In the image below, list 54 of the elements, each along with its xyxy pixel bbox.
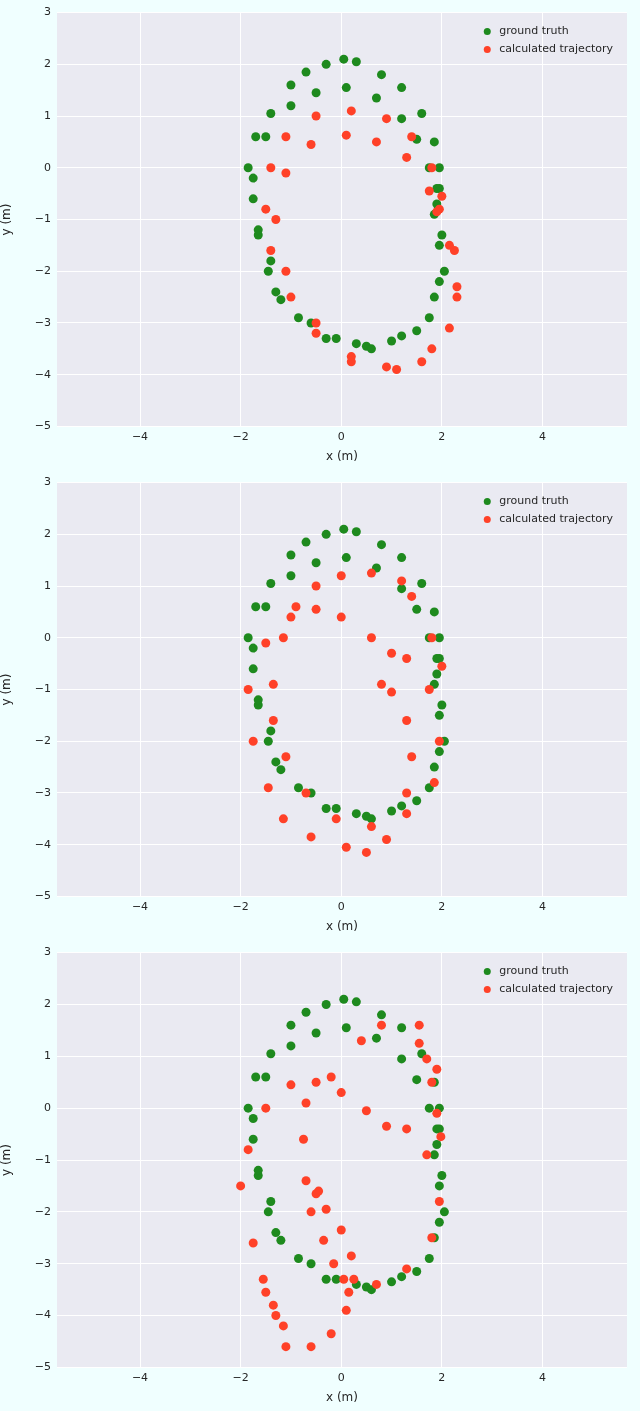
x-tick-label: 4	[538, 899, 546, 913]
legend-label: ground truth	[499, 964, 569, 978]
y-tick-label: −2	[34, 1204, 51, 1218]
y-tick-label: −2	[34, 264, 51, 278]
x-axis-title: x (m)	[326, 448, 358, 463]
x-tick-label: 0	[337, 899, 345, 913]
y-tick-label: −4	[34, 367, 51, 381]
y-tick-label: 2	[44, 57, 51, 71]
y-tick-label: 2	[44, 997, 51, 1011]
x-axis-title: x (m)	[326, 1389, 358, 1404]
y-tick-label: 0	[44, 630, 51, 644]
y-tick-label: 2	[44, 527, 51, 541]
y-tick-label: −1	[34, 682, 51, 696]
y-tick-label: 0	[44, 1101, 51, 1115]
x-tick-label: −4	[131, 429, 149, 443]
x-tick-label: 0	[337, 429, 345, 443]
y-tick-label: −5	[34, 1360, 51, 1374]
y-tick-label: 0	[44, 160, 51, 174]
y-tick-label: 3	[44, 945, 51, 959]
legend-label: calculated trajectory	[499, 512, 614, 526]
x-tick-label: 4	[538, 429, 546, 443]
y-tick-label: 1	[44, 578, 51, 592]
y-tick-label: 1	[44, 1049, 51, 1063]
x-tick-label: 2	[438, 899, 446, 913]
y-tick-label: −4	[34, 837, 51, 851]
x-tick-label: −2	[232, 429, 249, 443]
y-tick-label: 1	[44, 108, 51, 122]
y-tick-label: −4	[34, 1308, 51, 1322]
legend-label: calculated trajectory	[499, 982, 614, 996]
y-tick-label: −5	[34, 419, 51, 433]
y-axis-title: y (m)	[0, 673, 14, 706]
x-axis-title: x (m)	[326, 918, 358, 933]
y-tick-label: 3	[44, 475, 51, 489]
legend-label: ground truth	[499, 24, 569, 38]
x-tick-label: −4	[131, 899, 149, 913]
x-tick-label: 0	[337, 1370, 345, 1384]
y-tick-label: −3	[34, 1256, 51, 1270]
x-tick-label: −4	[131, 1370, 149, 1384]
y-tick-label: −1	[34, 212, 51, 226]
y-axis-title: y (m)	[0, 203, 14, 236]
legend-label: calculated trajectory	[499, 42, 614, 56]
x-tick-label: −2	[232, 1370, 249, 1384]
y-tick-label: −2	[34, 734, 51, 748]
x-tick-label: −2	[232, 899, 249, 913]
y-tick-label: −3	[34, 315, 51, 329]
y-axis-title: y (m)	[0, 1144, 14, 1176]
y-tick-label: −5	[34, 889, 51, 903]
x-tick-label: 2	[438, 1370, 446, 1384]
x-tick-label: 2	[438, 429, 446, 443]
legend-label: ground truth	[499, 494, 569, 508]
y-tick-label: −3	[34, 785, 51, 799]
x-tick-label: 4	[538, 1370, 546, 1384]
y-tick-label: −1	[34, 1152, 51, 1166]
y-tick-label: 3	[44, 5, 51, 19]
